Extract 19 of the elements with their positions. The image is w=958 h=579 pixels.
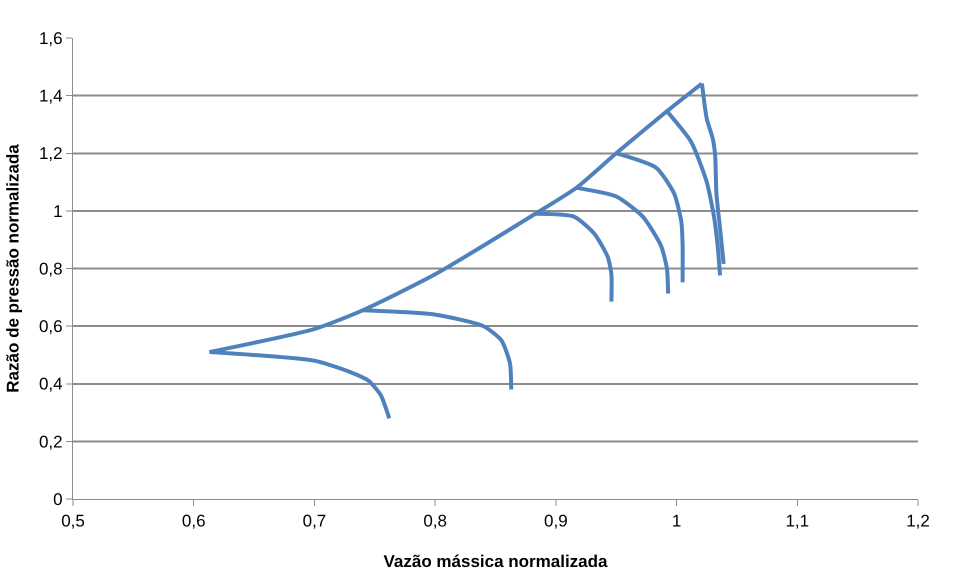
y-tick-label: 0,2: [38, 432, 63, 452]
x-tick-label: 0,6: [182, 511, 206, 530]
x-tick-label: 1: [672, 511, 682, 530]
x-tick-label: 1,2: [906, 511, 930, 530]
y-tick-label: 1,6: [38, 28, 63, 48]
x-tick-label: 0,9: [544, 511, 568, 530]
x-axis-title: Vazão mássica normalizada: [384, 552, 608, 571]
y-tick-label: 0: [53, 490, 63, 509]
y-tick-label: 0,6: [38, 317, 63, 336]
y-tick-label: 0,4: [38, 374, 63, 394]
x-tick-label: 0,8: [423, 511, 447, 530]
x-tick-label: 1,1: [785, 511, 810, 530]
y-tick-label: 0,8: [38, 259, 63, 278]
y-axis-title: Razão de pressão normalizada: [4, 144, 23, 393]
y-tick-label: 1,4: [38, 86, 63, 106]
y-tick-label: 1: [53, 202, 63, 221]
x-tick-label: 0,7: [302, 511, 326, 530]
x-tick-label: 0,5: [61, 511, 85, 530]
y-tick-label: 1,2: [38, 144, 63, 164]
